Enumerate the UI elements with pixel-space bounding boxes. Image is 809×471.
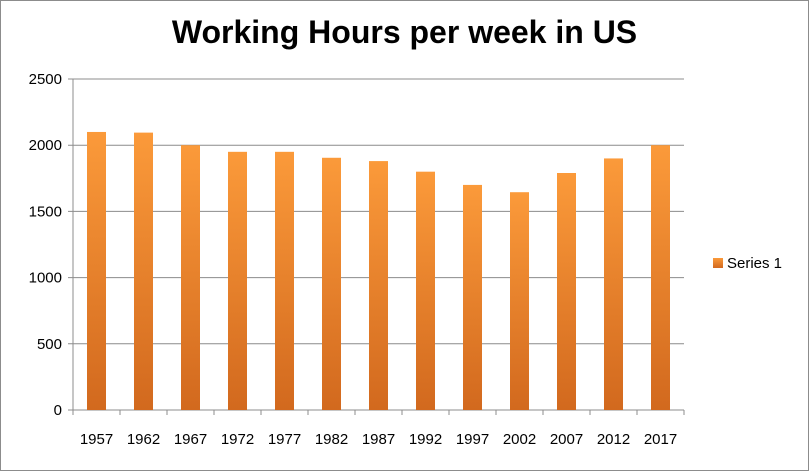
x-tick-label: 1997 <box>456 431 489 448</box>
x-tick-label: 1967 <box>174 431 207 448</box>
x-tick-label: 2002 <box>503 431 536 448</box>
y-tick-label: 500 <box>37 336 62 353</box>
bar <box>369 161 388 410</box>
x-tick-label: 1977 <box>268 431 301 448</box>
bar <box>604 158 623 410</box>
y-tick-label: 2000 <box>29 137 62 154</box>
x-tick-label: 1992 <box>409 431 442 448</box>
bar <box>463 184 482 410</box>
bar <box>557 173 576 410</box>
x-tick-label: 2007 <box>550 431 583 448</box>
bar <box>416 171 435 410</box>
y-tick-label: 1000 <box>29 270 62 287</box>
x-tick-label: 1962 <box>127 431 160 448</box>
x-tick-label: 2017 <box>644 431 677 448</box>
x-tick-labels: 1957 1962 1967 1972 1977 1982 1987 1992 1997 2002… <box>80 431 677 448</box>
bar <box>228 151 247 410</box>
y-tick-label: 0 <box>54 402 62 419</box>
x-tick-label: 1982 <box>315 431 348 448</box>
legend: Series 1 <box>713 255 782 272</box>
bar <box>134 132 153 410</box>
bar <box>87 131 106 410</box>
y-tick-label: 1500 <box>29 203 62 220</box>
x-tick-label: 2012 <box>597 431 630 448</box>
legend-label: Series 1 <box>727 255 782 272</box>
bars <box>87 131 670 410</box>
y-tick-labels: 0 500 1000 1500 2000 2500 <box>29 71 62 419</box>
x-tick-label: 1987 <box>362 431 395 448</box>
bar <box>651 145 670 410</box>
bar <box>510 192 529 410</box>
legend-swatch <box>713 258 723 268</box>
axes <box>72 79 685 415</box>
bar <box>275 151 294 410</box>
bar <box>181 145 200 410</box>
x-tick-label: 1972 <box>221 431 254 448</box>
bar <box>322 157 341 410</box>
x-tick-label: 1957 <box>80 431 113 448</box>
chart-title: Working Hours per week in US <box>171 14 638 50</box>
y-tick-label: 2500 <box>29 71 62 88</box>
